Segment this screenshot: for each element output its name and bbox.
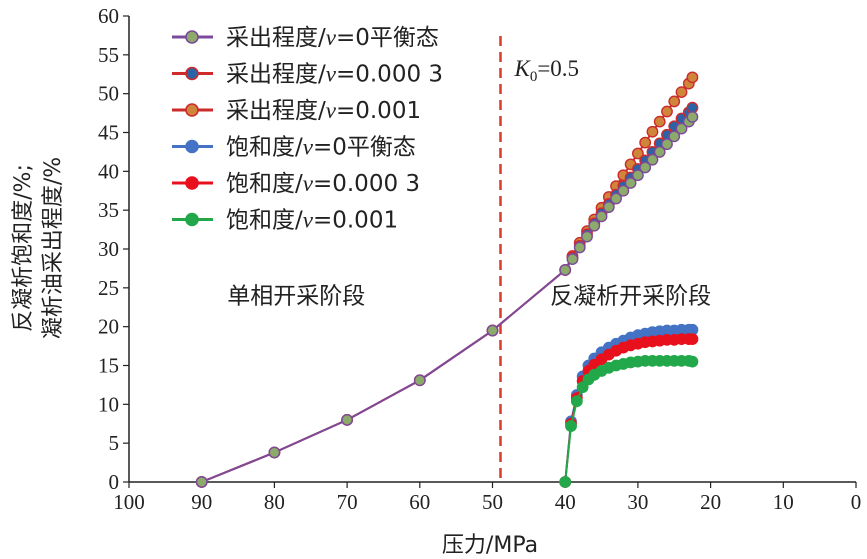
y-axis-title-line2: 凝析油采出程度/% <box>41 157 66 339</box>
x-tick-label: 60 <box>409 490 430 514</box>
data-point <box>559 264 572 276</box>
data-point <box>576 381 589 394</box>
y-tick-label: 10 <box>98 392 119 416</box>
data-point <box>486 324 499 337</box>
y-tick-label: 60 <box>98 4 119 28</box>
data-point <box>602 201 615 213</box>
x-tick-label: 0 <box>851 490 862 514</box>
data-point <box>653 146 666 158</box>
data-point <box>686 355 699 368</box>
legend-item: 饱和度/v=0.001 <box>172 208 398 234</box>
x-tick-label: 30 <box>627 490 648 514</box>
y-tick-label: 0 <box>109 470 120 494</box>
y-tick-label: 35 <box>98 198 119 222</box>
legend-marker <box>185 212 199 227</box>
legend-marker <box>185 66 199 81</box>
legend-item: 饱和度/v=0.000 3 <box>172 171 420 197</box>
y-axis-title-line1: 反凝析饱和度/%; <box>11 164 36 332</box>
y-tick-label: 20 <box>98 315 119 339</box>
y-tick-label: 15 <box>98 354 119 378</box>
data-point <box>668 130 681 143</box>
data-point <box>661 138 673 151</box>
data-point <box>617 184 630 197</box>
y-tick-label: 45 <box>98 121 119 145</box>
data-point <box>595 210 608 223</box>
data-point <box>639 161 652 174</box>
data-point <box>686 71 699 84</box>
data-point <box>632 169 644 182</box>
x-tick-label: 80 <box>264 490 285 514</box>
x-tick-label: 50 <box>482 490 503 514</box>
data-point <box>268 446 281 459</box>
legend-item: 采出程度/v=0.001 <box>172 98 421 124</box>
data-point <box>195 476 208 488</box>
data-point <box>668 95 681 108</box>
data-point <box>675 86 688 99</box>
legend-label: 饱和度/v=0.001 <box>226 208 398 234</box>
data-point <box>573 241 586 254</box>
series-line <box>564 328 693 483</box>
x-tick-label: 20 <box>700 490 721 514</box>
data-point <box>639 136 652 149</box>
legend-marker <box>185 30 199 44</box>
data-point <box>646 125 659 138</box>
legend-label: 采出程度/v=0.001 <box>226 98 421 124</box>
x-tick-label: 100 <box>113 490 145 514</box>
x-tick-label: 70 <box>337 490 358 514</box>
data-point <box>566 253 579 265</box>
annotation-retrograde: 反凝析开采阶段 <box>550 284 711 310</box>
legend-label: 采出程度/v=0平衡态 <box>226 25 439 51</box>
y-tick-label: 5 <box>109 431 120 455</box>
legend-label: 饱和度/v=0.000 3 <box>226 171 420 197</box>
data-point <box>610 192 622 205</box>
data-point <box>675 122 688 135</box>
y-tick-label: 50 <box>98 82 119 106</box>
data-point <box>581 230 593 243</box>
data-point <box>632 147 644 160</box>
legend-marker <box>185 139 199 154</box>
data-point <box>653 115 666 128</box>
data-point <box>570 395 583 408</box>
data-point <box>646 153 659 166</box>
legend-item: 采出程度/v=0.000 3 <box>172 62 443 88</box>
chart-series <box>195 71 699 488</box>
series-5 <box>559 354 699 488</box>
vertical-line-label: K0=0.5 <box>513 56 579 85</box>
x-axis-title: 压力/MPa <box>442 533 538 558</box>
legend-item: 饱和度/v=0平衡态 <box>172 135 416 161</box>
x-tick-label: 40 <box>555 490 576 514</box>
data-point <box>559 476 572 488</box>
y-tick-label: 55 <box>98 43 119 67</box>
data-point <box>661 105 673 118</box>
legend-marker <box>185 176 199 190</box>
x-tick-label: 10 <box>773 490 794 514</box>
legend-label: 饱和度/v=0平衡态 <box>226 135 416 161</box>
vertical-reference-line: K0=0.5 <box>499 36 579 482</box>
data-point <box>686 111 699 123</box>
data-point <box>341 413 353 426</box>
y-tick-label: 30 <box>98 237 119 261</box>
data-point <box>686 333 699 345</box>
data-point <box>624 177 637 189</box>
legend-label: 采出程度/v=0.000 3 <box>226 62 443 88</box>
y-tick-label: 25 <box>98 276 119 300</box>
data-point <box>413 374 426 387</box>
annotation-single-phase: 单相开采阶段 <box>227 284 365 310</box>
data-point <box>588 219 601 232</box>
y-tick-label: 40 <box>98 159 119 183</box>
data-point <box>565 420 577 432</box>
series-0 <box>195 111 699 488</box>
x-tick-label: 90 <box>191 490 212 514</box>
legend-marker <box>185 103 199 117</box>
legend-item: 采出程度/v=0平衡态 <box>172 25 439 51</box>
